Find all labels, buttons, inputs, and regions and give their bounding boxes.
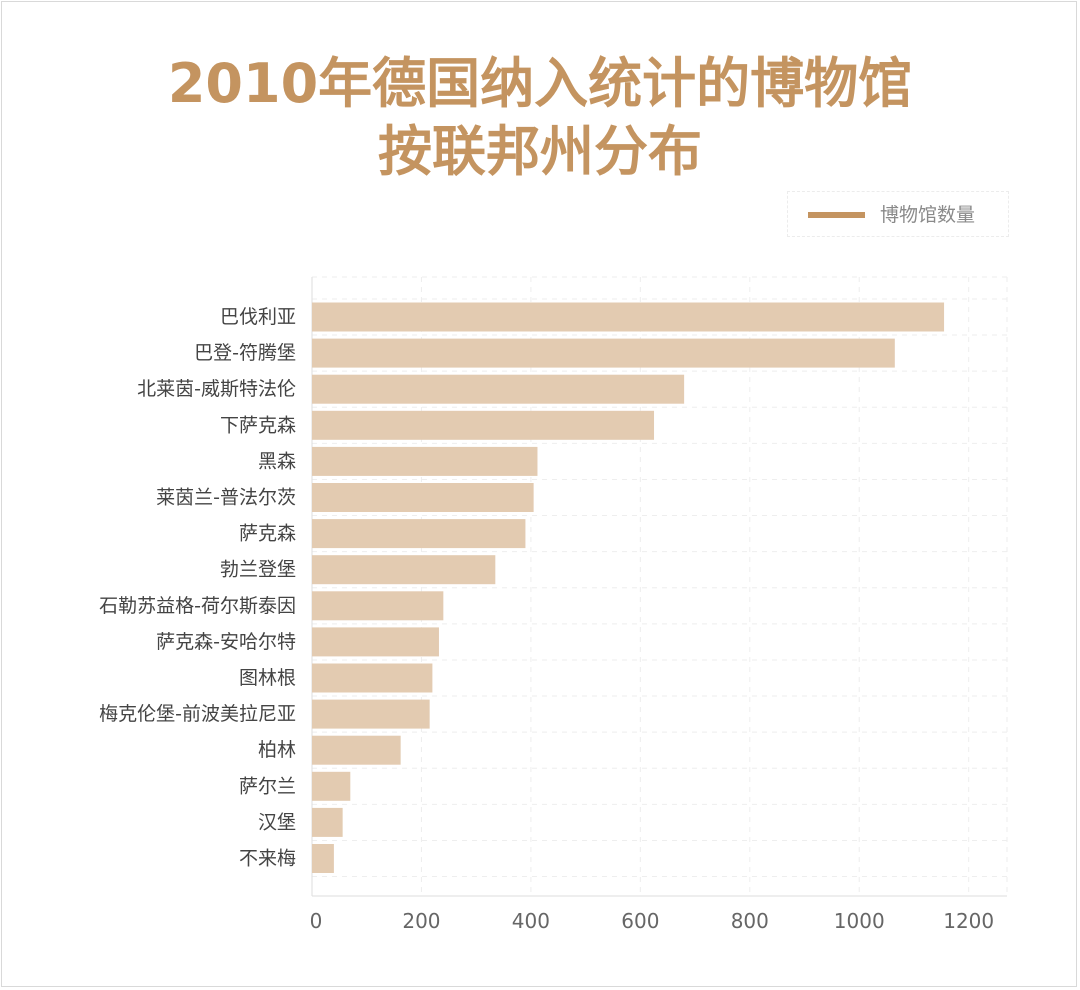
- bar: [312, 446, 538, 476]
- category-labels: 巴伐利亚巴登-符腾堡北莱茵-威斯特法伦下萨克森黑森莱茵兰-普法尔茨萨克森勃兰登堡…: [99, 306, 296, 870]
- legend-label: 博物馆数量: [880, 204, 976, 226]
- category-label: 汉堡: [258, 811, 296, 833]
- category-label: 萨克森-安哈尔特: [156, 631, 296, 653]
- bar: [312, 338, 895, 368]
- legend-swatch: [808, 212, 865, 218]
- x-tick-label: 1000: [834, 909, 885, 933]
- category-label: 梅克伦堡-前波美拉尼亚: [99, 703, 296, 725]
- bar: [312, 591, 444, 621]
- category-label: 不来梅: [239, 848, 296, 870]
- grid-lines: [311, 276, 1008, 897]
- x-tick-label: 400: [512, 909, 550, 933]
- legend: 博物馆数量: [787, 191, 1009, 237]
- x-tick-label: 800: [731, 909, 769, 933]
- bar: [312, 410, 655, 440]
- bar: [312, 555, 496, 585]
- bar: [312, 302, 945, 332]
- category-label: 萨克森: [239, 523, 296, 545]
- bar: [312, 699, 430, 729]
- chart-title-line1: 2010年德国纳入统计的博物馆: [167, 52, 913, 115]
- bar: [312, 374, 685, 404]
- category-label: 图林根: [239, 667, 296, 689]
- bars: [312, 302, 945, 873]
- category-label: 勃兰登堡: [220, 559, 296, 581]
- category-label: 北莱茵-威斯特法伦: [137, 378, 296, 400]
- x-tick-label: 200: [402, 909, 440, 933]
- bar: [312, 627, 439, 657]
- category-label: 巴伐利亚: [220, 306, 296, 328]
- category-label: 石勒苏益格-荷尔斯泰因: [99, 595, 296, 617]
- bar: [312, 807, 343, 837]
- x-tick-label: 1200: [943, 909, 994, 933]
- category-label: 黑森: [258, 450, 296, 472]
- x-tick-label: 0: [310, 909, 323, 933]
- bar: [312, 663, 433, 693]
- bar: [312, 735, 401, 765]
- category-label: 下萨克森: [220, 414, 296, 436]
- bar: [312, 483, 534, 512]
- bar: [312, 844, 334, 873]
- category-label: 莱茵兰-普法尔茨: [156, 487, 296, 509]
- chart-title: 2010年德国纳入统计的博物馆 按联邦州分布: [0, 50, 1080, 186]
- category-label: 巴登-符腾堡: [194, 342, 296, 364]
- x-tick-label: 600: [621, 909, 659, 933]
- category-label: 萨尔兰: [239, 775, 296, 797]
- chart-title-line2: 按联邦州分布: [378, 120, 702, 183]
- x-axis: 0 200 400 600 800 1000 1200: [310, 909, 995, 933]
- bar: [312, 771, 351, 801]
- category-label: 柏林: [258, 739, 296, 761]
- bar: [312, 519, 526, 549]
